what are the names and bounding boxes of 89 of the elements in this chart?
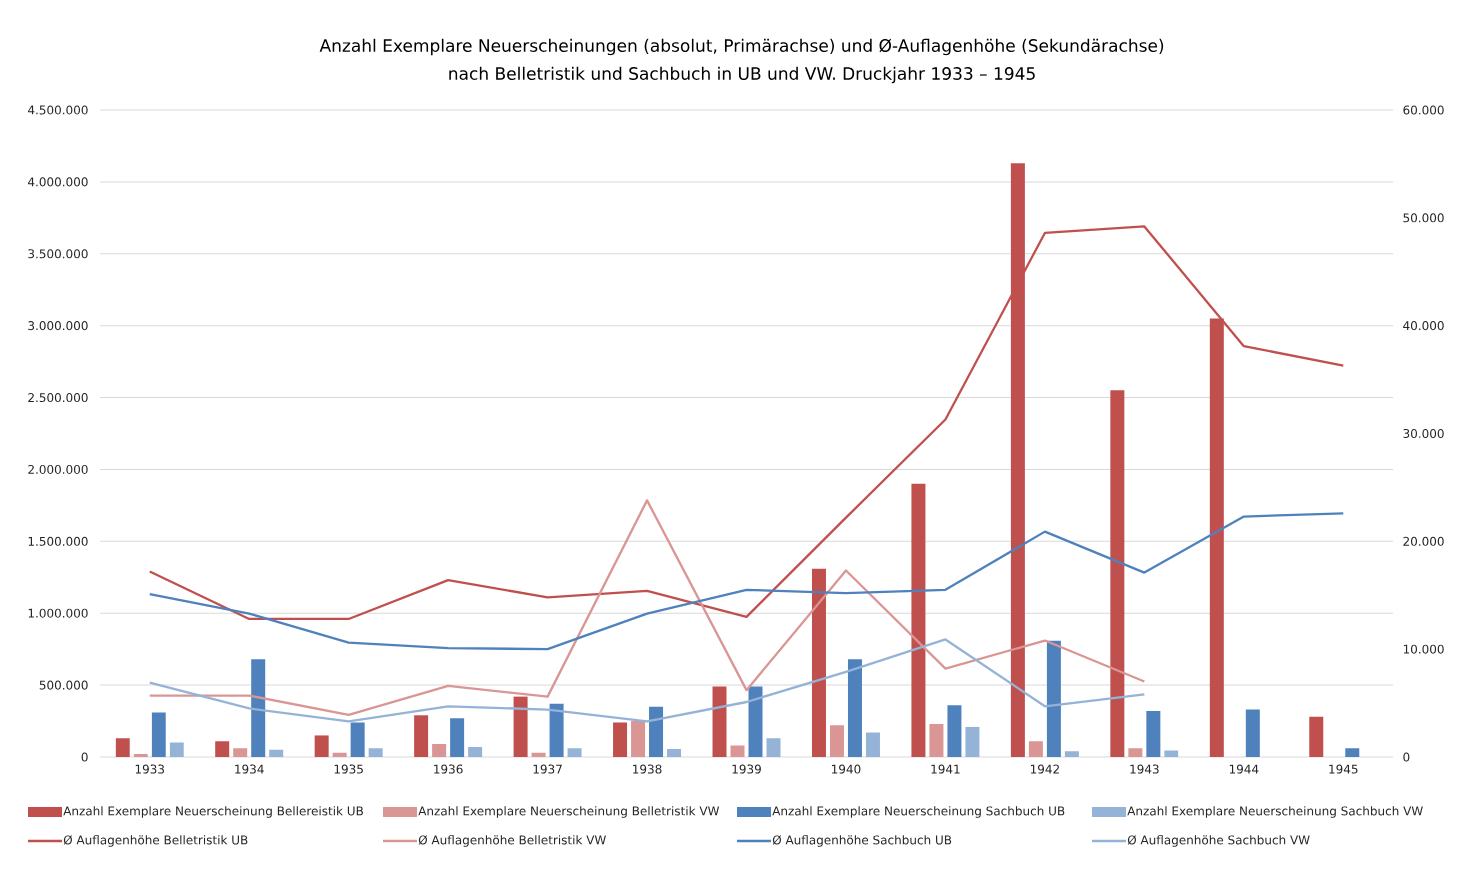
x-tick-label: 1934 bbox=[235, 764, 264, 774]
y-tick-label: 2.000.000 bbox=[28, 464, 88, 474]
bar bbox=[965, 726, 980, 757]
x-tick-label: 1938 bbox=[633, 764, 662, 774]
x-tick-label: 1933 bbox=[135, 764, 165, 774]
x-tick-label: 1945 bbox=[1329, 764, 1358, 774]
bar bbox=[332, 752, 347, 757]
y2-tick-label: 20.000 bbox=[1403, 536, 1444, 546]
y-tick-label: 1.500.000 bbox=[28, 536, 88, 546]
bar bbox=[450, 718, 465, 757]
y-tick-label: 4.000.000 bbox=[27, 177, 88, 187]
y-tick-label: 0 bbox=[81, 752, 88, 762]
x-tick-label: 1937 bbox=[533, 764, 562, 774]
bar bbox=[947, 705, 962, 757]
bar bbox=[567, 748, 582, 757]
bar bbox=[233, 748, 248, 757]
bar bbox=[829, 725, 844, 757]
bar bbox=[368, 748, 383, 757]
bar bbox=[766, 738, 781, 757]
bar bbox=[1110, 390, 1125, 757]
bar bbox=[631, 721, 646, 757]
bar bbox=[667, 749, 682, 757]
x-tick-label: 1943 bbox=[1130, 764, 1159, 774]
bar bbox=[314, 735, 329, 757]
x-tick-label: 1944 bbox=[1229, 764, 1259, 774]
bar bbox=[513, 696, 528, 757]
bar bbox=[1028, 741, 1043, 757]
bar bbox=[613, 722, 628, 757]
y2-tick-label: 40.000 bbox=[1403, 321, 1444, 331]
legend-label: Ø Auflagenhöhe Sachbuch UB bbox=[772, 835, 952, 847]
chart-subtitle: nach Belletristik und Sachbuch in UB und VW. Druckjahr 1933 – 1945 bbox=[449, 66, 1035, 84]
bar bbox=[531, 752, 546, 757]
bar bbox=[811, 568, 826, 757]
x-tick-label: 1942 bbox=[1030, 764, 1059, 774]
bar bbox=[1309, 716, 1324, 757]
bar bbox=[847, 659, 862, 757]
y-tick-label: 500.000 bbox=[39, 680, 88, 690]
y-tick-label: 3.000.000 bbox=[28, 321, 88, 331]
bar bbox=[1146, 710, 1161, 757]
chart-title: Anzahl Exemplare Neuerscheinungen (absolut, Primärachse) und Ø-Auflagenhöhe (Sekundärachse) bbox=[319, 38, 1164, 56]
bar bbox=[1245, 709, 1260, 757]
y-tick-label: 4.500.000 bbox=[27, 105, 88, 115]
y2-tick-label: 30.000 bbox=[1403, 428, 1444, 439]
bar bbox=[115, 738, 130, 757]
line-series bbox=[148, 638, 1146, 723]
legend-label: Anzahl Exemplare Neuerscheinung Belletristik VW bbox=[418, 806, 720, 818]
bar bbox=[712, 686, 727, 757]
bar bbox=[865, 732, 880, 757]
x-tick-label: 1936 bbox=[434, 764, 463, 774]
y-tick-label: 2.500.000 bbox=[28, 393, 88, 403]
bar bbox=[432, 744, 447, 757]
bar bbox=[215, 741, 230, 757]
y2-tick-label: 60.000 bbox=[1403, 105, 1444, 115]
bar bbox=[1345, 748, 1360, 757]
bar bbox=[911, 483, 926, 757]
y2-tick-label: 50.000 bbox=[1403, 213, 1444, 223]
legend-label: Anzahl Exemplare Neuerscheinung Sachbuch UB bbox=[772, 806, 1065, 818]
bar bbox=[649, 706, 664, 757]
bar bbox=[748, 686, 763, 757]
x-tick-label: 1939 bbox=[732, 764, 761, 774]
bar bbox=[169, 742, 184, 757]
line-series bbox=[148, 499, 1146, 717]
x-tick-label: 1941 bbox=[931, 764, 960, 774]
bar bbox=[133, 754, 148, 757]
bar bbox=[350, 722, 365, 757]
bar bbox=[468, 746, 483, 757]
bar bbox=[1064, 751, 1079, 757]
bar bbox=[549, 703, 564, 757]
y-tick-label: 1.000.000 bbox=[28, 608, 88, 618]
y-tick-label: 3.500.000 bbox=[28, 249, 88, 259]
legend-label: Ø Auflagenhöhe Belletristik UB bbox=[63, 835, 248, 847]
line-series bbox=[148, 512, 1345, 651]
y2-tick-label: 0 bbox=[1403, 752, 1410, 762]
y2-tick-label: 10.000 bbox=[1403, 644, 1444, 654]
bar bbox=[269, 749, 284, 757]
bar bbox=[151, 712, 166, 757]
bar bbox=[1164, 750, 1179, 757]
x-tick-label: 1940 bbox=[832, 764, 861, 774]
bar bbox=[414, 715, 429, 757]
legend-label: Ø Auflagenhöhe Sachbuch VW bbox=[1127, 835, 1310, 847]
bar bbox=[1128, 748, 1143, 757]
bar bbox=[1046, 640, 1061, 757]
bar bbox=[929, 723, 944, 757]
bar bbox=[730, 745, 745, 757]
x-tick-label: 1935 bbox=[334, 764, 363, 774]
legend-label: Ø Auflagenhöhe Belletristik VW bbox=[418, 835, 606, 847]
legend-label: Anzahl Exemplare Neuerscheinung Bellereistik UB bbox=[63, 806, 363, 818]
legend-label: Anzahl Exemplare Neuerscheinung Sachbuch VW bbox=[1127, 806, 1423, 818]
bar bbox=[251, 659, 266, 757]
